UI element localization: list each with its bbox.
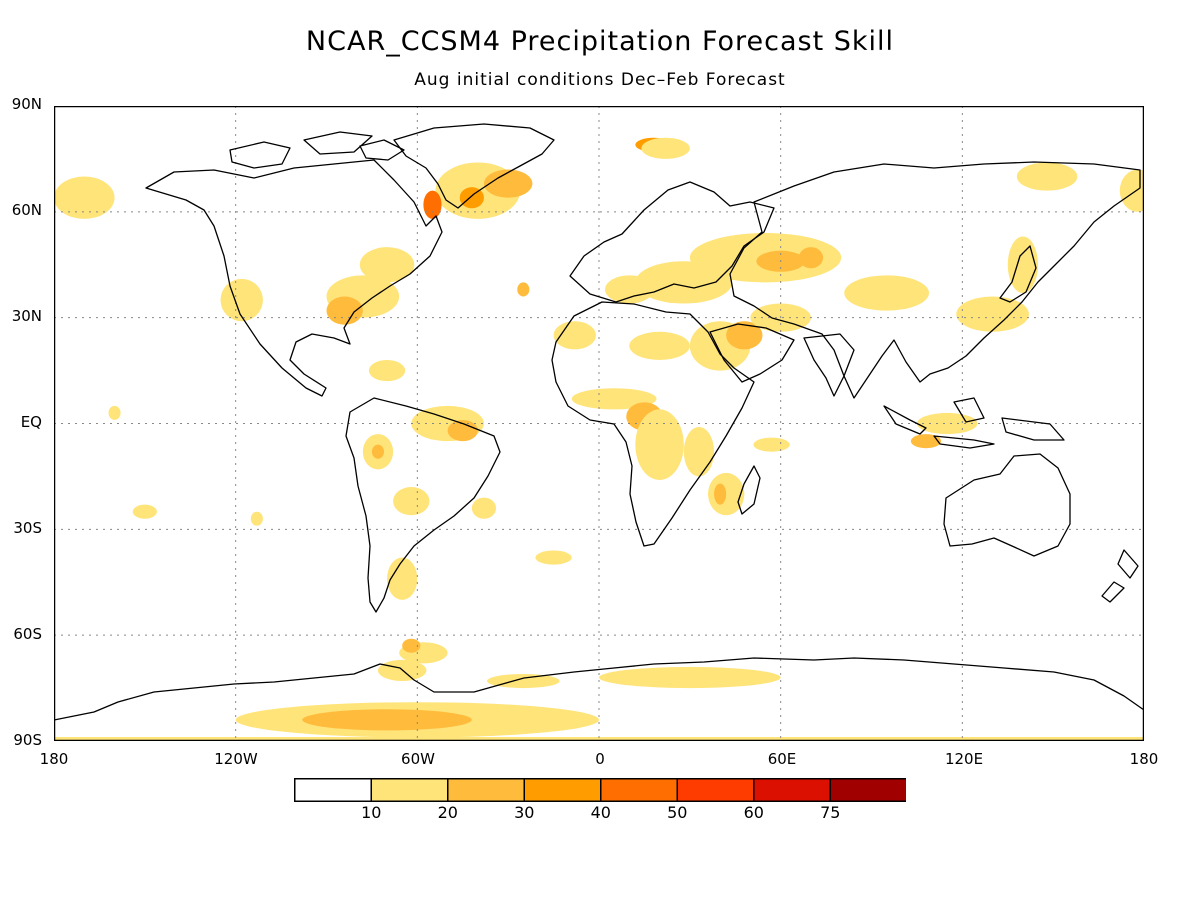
- skill-region-11: [326, 296, 363, 325]
- lon-label-180e: 180: [1129, 750, 1159, 768]
- skill-region-32: [714, 483, 727, 505]
- skill-region-8: [1119, 169, 1144, 212]
- colorbar-label-10: 10: [361, 803, 382, 822]
- map-plot-area: [54, 106, 1144, 741]
- skill-region-54: [302, 709, 472, 731]
- skill-region-6: [1016, 162, 1078, 191]
- lat-label-60s: 60S: [13, 625, 42, 643]
- south-pole-band: [54, 737, 1144, 741]
- skill-region-47: [910, 434, 942, 449]
- skill-region-24: [629, 331, 690, 360]
- lon-label-60e: 60E: [767, 750, 797, 768]
- coast-arctic-islands: [229, 131, 405, 169]
- skill-region-2: [423, 190, 442, 219]
- skill-region-1: [483, 169, 533, 198]
- coast-africa: [551, 301, 755, 547]
- coast-arabia: [709, 323, 795, 383]
- skill-region-18: [605, 275, 654, 304]
- coast-south-america: [345, 397, 501, 613]
- skill-region-16: [798, 247, 824, 269]
- skill-region-39: [471, 497, 497, 519]
- skill-region-38: [393, 487, 430, 516]
- skill-region-17: [635, 261, 733, 304]
- lat-label-90s: 90S: [13, 731, 42, 749]
- lat-label-90n: 90N: [11, 95, 42, 113]
- skill-region-37: [371, 444, 385, 459]
- skill-region-5: [641, 137, 690, 159]
- skill-region-3: [459, 187, 484, 209]
- coast-north-america: [145, 159, 443, 397]
- skill-region-13: [517, 282, 530, 297]
- map-canvas: [54, 106, 1144, 741]
- skill-region-29: [635, 409, 684, 480]
- skill-region-41: [368, 360, 406, 382]
- colorbar-swatch-7: [829, 778, 908, 802]
- lon-label-120w: 120W: [214, 750, 258, 768]
- skill-region-33: [753, 437, 790, 452]
- coastlines: [54, 123, 1144, 721]
- skill-region-35: [447, 419, 478, 442]
- lon-label-60w: 60W: [401, 750, 435, 768]
- coast-europe: [569, 181, 775, 303]
- colorbar-swatches: [294, 778, 908, 802]
- colorbar-label-40: 40: [590, 803, 611, 822]
- skill-region-52: [599, 666, 781, 689]
- lon-label-180w: 180: [39, 750, 69, 768]
- graticule: [54, 106, 1144, 741]
- skill-region-49: [402, 638, 421, 653]
- skill-region-27: [571, 388, 657, 410]
- coast-greenland: [393, 123, 555, 209]
- map-border: [54, 106, 1144, 741]
- colorbar-label-50: 50: [667, 803, 688, 822]
- coast-asia: [729, 161, 1141, 399]
- skill-region-9: [220, 278, 263, 322]
- colorbar-swatch-3: [523, 778, 602, 802]
- skill-region-20: [956, 296, 1029, 332]
- lat-label-eq: EQ: [20, 413, 42, 431]
- map-subtitle: Aug initial conditions Dec–Feb Forecast: [414, 70, 786, 90]
- lon-label-120e: 120E: [944, 750, 984, 768]
- colorbar-swatch-2: [447, 778, 525, 802]
- skill-region-46: [916, 412, 978, 435]
- coast-indonesia: [883, 397, 1065, 449]
- coast-australia: [943, 453, 1071, 557]
- colorbar: [294, 778, 908, 806]
- lat-label-30n: 30N: [11, 307, 42, 325]
- skill-region-23: [726, 321, 763, 350]
- coast-madagascar: [737, 465, 761, 515]
- coast-japan: [999, 245, 1037, 303]
- skill-region-30: [683, 427, 715, 477]
- skill-region-42: [108, 405, 121, 420]
- colorbar-label-20: 20: [437, 803, 458, 822]
- colorbar-swatch-5: [676, 778, 755, 802]
- skill-region-25: [553, 321, 596, 350]
- coast-new-zealand: [1101, 549, 1139, 603]
- skill-fill-layer: [54, 137, 1144, 741]
- colorbar-label-75: 75: [820, 803, 841, 822]
- skill-region-12: [359, 247, 415, 283]
- colorbar-swatch-6: [753, 778, 831, 802]
- lat-label-30s: 30S: [13, 519, 42, 537]
- skill-region-43: [132, 504, 157, 519]
- skill-region-51: [486, 673, 560, 689]
- skill-region-40: [387, 557, 418, 600]
- skill-region-44: [250, 511, 263, 526]
- skill-region-21: [1007, 236, 1039, 293]
- lat-label-60n: 60N: [11, 201, 42, 219]
- map-title: NCAR_CCSM4 Precipitation Forecast Skill: [305, 26, 895, 57]
- colorbar-swatch-4: [600, 778, 678, 802]
- colorbar-label-60: 60: [743, 803, 764, 822]
- skill-region-7: [54, 176, 115, 219]
- lon-label-0: 0: [595, 750, 605, 768]
- colorbar-swatch-1: [370, 778, 449, 802]
- skill-region-19: [844, 275, 930, 311]
- colorbar-label-30: 30: [514, 803, 535, 822]
- skill-region-45: [535, 550, 572, 565]
- coast-antarctica: [54, 657, 1144, 721]
- coast-india: [803, 333, 855, 397]
- colorbar-swatch-0: [294, 778, 372, 802]
